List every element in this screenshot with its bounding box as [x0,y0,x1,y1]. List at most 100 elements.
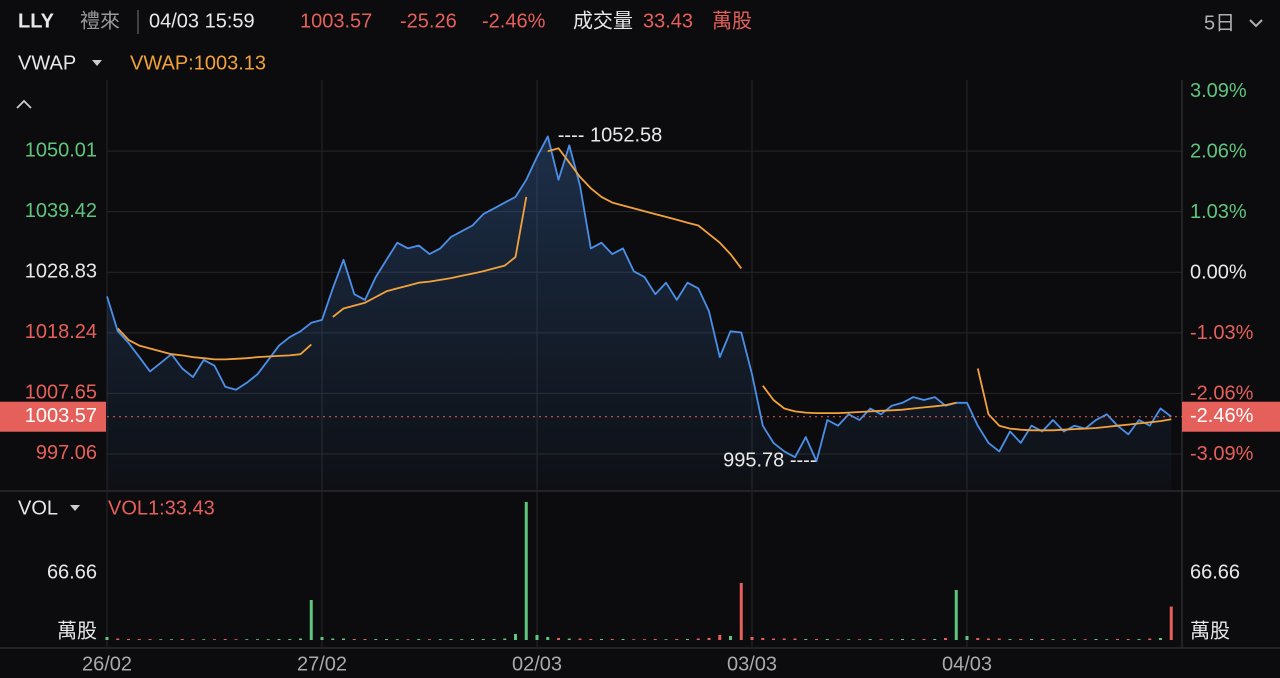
volume-bar [288,639,292,640]
volume-bar [320,637,324,640]
volume-unit: 萬股 [712,9,752,32]
price-line [106,135,1172,463]
volume-bar [589,639,593,640]
volume-bar [696,638,700,640]
volume-bar [406,639,410,640]
volume-bar [363,639,367,640]
company-name: 禮來 [80,9,120,32]
volume-tick-label: 66.66 [47,562,97,584]
volume-bar [890,639,894,640]
volume-bar [342,638,345,640]
volume-bar [675,639,679,640]
price: 1003.57 [300,10,372,32]
volume-bar [1040,639,1044,640]
volume-bar [847,639,851,640]
volume-bar [245,639,249,640]
volume-bar [836,639,840,640]
vwap-line [117,147,1172,432]
change-pct: -2.46% [482,10,546,32]
y2-tick-label: 0.00% [1190,261,1247,283]
y2-tick-label: 1.03% [1190,201,1247,223]
indicator-name[interactable]: VWAP [18,52,76,74]
dropdown-arrow[interactable] [70,505,80,511]
volume-bar [137,639,141,640]
volume-bar [772,638,775,640]
volume-bar [739,583,743,640]
volume-bar [234,639,238,640]
y2-tick-label: 3.09% [1190,80,1247,102]
y-tick-label: 1039.42 [25,200,97,222]
volume-bar [481,639,485,640]
period-chevron[interactable] [1249,19,1263,28]
symbol: LLY [18,10,55,32]
volume-bar [385,639,388,640]
volume-bar [729,636,732,640]
volume-bar [825,639,829,640]
y2-tick-label: 2.06% [1190,140,1247,162]
last-pct-box [1182,401,1280,432]
volume-bar [557,638,560,640]
dropdown-arrow[interactable] [92,60,102,66]
period-selector[interactable]: 5日 [1204,12,1235,34]
volume-unit: 萬股 [57,619,97,642]
volume-bar [1083,639,1087,640]
volume-bar [1094,639,1098,640]
y-tick-label: 1007.65 [25,382,97,404]
volume-bar [600,639,603,640]
volume-bar [1019,639,1023,640]
volume: 33.43 [643,10,693,32]
volume-bar [331,638,335,640]
volume-label: 成交量 [573,9,633,32]
volume-unit: 萬股 [1190,619,1230,642]
volume-bar [309,600,313,640]
volume-bar [1030,639,1033,640]
volume-bar [546,637,550,640]
last-price-label: 1003.57 [25,405,97,427]
volume-bar [761,638,765,640]
volume-bar [1159,638,1162,640]
volume-bar [997,638,1001,640]
volume-bar [191,639,195,640]
datetime: 04/03 15:59 [149,10,255,32]
indicator-value: VWAP:1003.13 [130,52,266,74]
volume-bar [793,638,797,640]
volume-bar [782,638,786,640]
volume-bar [417,639,421,640]
low-annotation: 995.78 ---- [723,450,816,472]
volume-bar [987,638,990,640]
volume-bar [976,638,980,640]
volume-bar [901,639,904,640]
volume-bar [395,639,399,640]
volume-bar [438,639,442,640]
volume-bar [578,638,582,640]
volume-bar [105,637,109,640]
y-tick-label: 997.06 [36,442,97,464]
volume-bar [514,634,517,640]
y2-tick-label: -1.03% [1190,322,1254,344]
volume-bar [449,639,453,640]
volume-bar [954,590,958,640]
volume-bar [567,638,571,640]
volume-bar [503,638,507,640]
volume-indicator-name[interactable]: VOL [18,497,58,519]
volume-bar [1008,639,1012,640]
x-tick-label: 26/02 [82,653,132,675]
volume-bar [610,639,614,640]
last-pct-label: -2.46% [1190,405,1254,427]
volume-bar [707,638,711,640]
y2-tick-label: -2.06% [1190,382,1254,404]
volume-bar [686,639,689,640]
x-tick-label: 27/02 [297,653,347,675]
volume-bar [1062,639,1066,640]
volume-tick-label: 66.66 [1190,562,1240,584]
volume-bar [868,639,872,640]
volume-bar [879,639,883,640]
volume-bar [256,639,259,640]
y-tick-label: 1050.01 [25,139,97,161]
volume-bar [632,639,636,640]
collapse-button[interactable] [16,99,32,109]
change: -25.26 [400,10,457,32]
volume-bar [1169,606,1173,640]
volume-bar [223,639,227,640]
